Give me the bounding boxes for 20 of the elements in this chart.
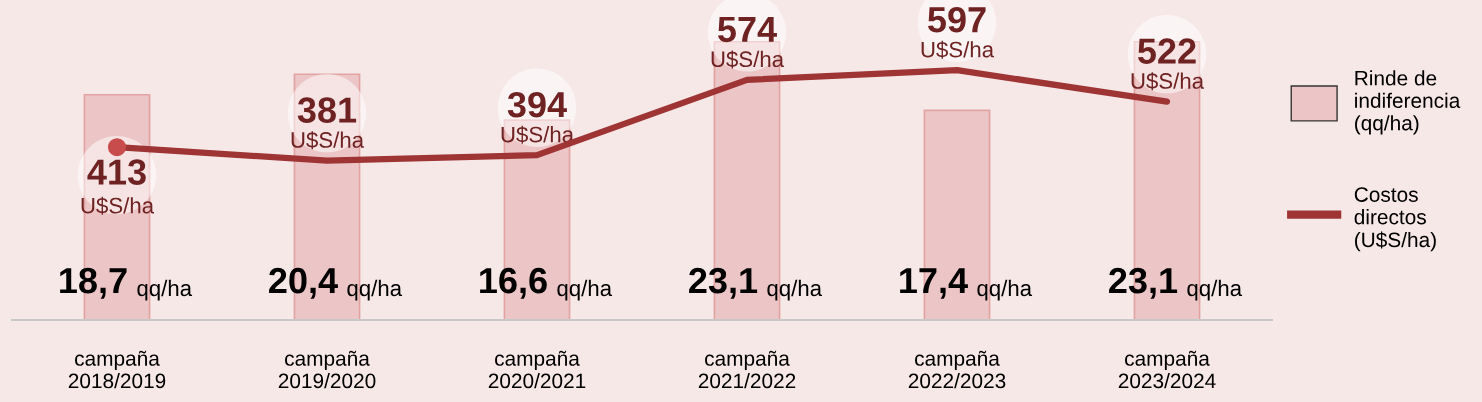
data-label: 597 U$S/ha bbox=[921, 6, 995, 59]
x-tick-label: campaña 2021/2022 bbox=[698, 350, 796, 389]
data-label: 394 U$S/ha bbox=[501, 91, 575, 144]
data-label: 18,7 qq/ha bbox=[60, 267, 193, 301]
legend-label: Rinde de indiferencia (qq/ha) bbox=[1355, 70, 1461, 135]
data-label: 16,6 qq/ha bbox=[480, 267, 613, 301]
data-label: 23,1 qq/ha bbox=[1109, 267, 1243, 301]
data-label: 381 U$S/ha bbox=[291, 97, 365, 150]
data-label: 574 U$S/ha bbox=[711, 16, 785, 69]
legend-label: Costos directos (U$S/ha) bbox=[1354, 187, 1436, 252]
data-label: 20,4 qq/ha bbox=[269, 267, 403, 301]
data-label: 413 U$S/ha bbox=[81, 159, 155, 215]
data-label: 522 U$S/ha bbox=[1131, 38, 1205, 91]
x-tick-label: campaña 2018/2019 bbox=[68, 350, 166, 389]
data-label: 23,1 qq/ha bbox=[689, 267, 823, 301]
x-tick-label: campaña 2020/2021 bbox=[488, 350, 586, 389]
data-label: 17,4 qq/ha bbox=[900, 268, 1033, 301]
x-tick-label: campaña 2023/2024 bbox=[1118, 350, 1216, 389]
x-tick-label: campaña 2022/2023 bbox=[908, 350, 1006, 389]
x-tick-label: campaña 2019/2020 bbox=[278, 350, 376, 389]
